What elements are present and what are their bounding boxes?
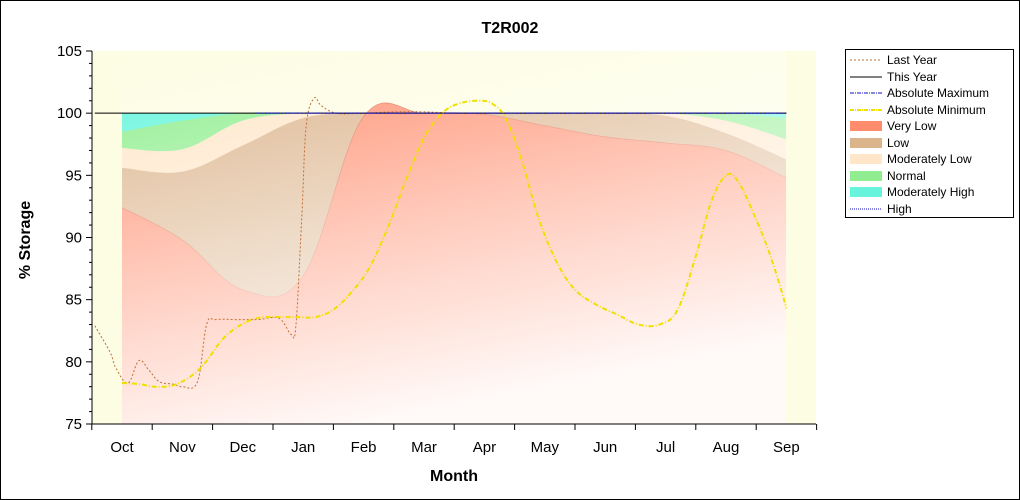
legend-label: Low xyxy=(887,135,910,150)
legend-label: Absolute Minimum xyxy=(887,102,986,117)
x-tick-label: Jul xyxy=(656,439,675,456)
y-tick-label: 100 xyxy=(57,105,82,122)
x-tick-label: Aug xyxy=(713,439,740,456)
series-absolute-minimum xyxy=(121,99,788,388)
legend-swatch xyxy=(850,170,882,181)
legend-swatch xyxy=(850,92,882,94)
x-tick-label: Oct xyxy=(110,439,134,456)
x-tick-label: Apr xyxy=(473,439,496,456)
legend-item: This Year xyxy=(846,69,1013,85)
legend-label: Absolute Maximum xyxy=(887,86,990,100)
fade-overlay xyxy=(122,51,786,424)
legend-swatch xyxy=(850,108,882,111)
x-tick-label: Jan xyxy=(291,439,315,456)
legend-label: This Year xyxy=(887,69,938,84)
legend-label: High xyxy=(887,201,912,216)
y-tick-label: 80 xyxy=(65,354,82,371)
legend-item: Moderately Low xyxy=(846,151,1013,167)
legend-swatch xyxy=(850,187,882,197)
x-tick-label: Feb xyxy=(351,439,377,456)
legend-label: Last Year xyxy=(887,53,938,67)
legend-swatch xyxy=(850,76,882,77)
x-tick-label: Dec xyxy=(229,439,256,456)
legend-swatch xyxy=(850,154,882,164)
legend-swatch xyxy=(850,59,882,61)
legend-swatch xyxy=(850,121,882,131)
x-tick-label: Sep xyxy=(773,439,800,456)
legend-item: Normal xyxy=(846,168,1013,184)
legend: Last Year This Year Absolute Maximum Absolu… xyxy=(845,49,1014,218)
legend-label: Very Low xyxy=(887,119,937,133)
x-tick-label: Mar xyxy=(411,439,437,456)
y-axis-title: % Storage xyxy=(17,201,34,279)
y-tick-label: 95 xyxy=(65,167,82,184)
legend-item: Moderately High xyxy=(846,184,1013,200)
x-axis-title: Month xyxy=(430,468,478,485)
legend-label: Moderately Low xyxy=(887,152,972,166)
x-tick-label: Jun xyxy=(593,439,617,456)
x-tick-label: May xyxy=(531,439,560,456)
legend-item: Absolute Maximum xyxy=(846,85,1013,101)
legend-label: Normal xyxy=(887,168,926,183)
y-tick-label: 105 xyxy=(57,43,82,60)
legend-swatch xyxy=(850,208,882,209)
legend-swatch xyxy=(850,137,882,148)
legend-item: Low xyxy=(846,135,1013,151)
legend-item: High xyxy=(846,201,1013,217)
series-lines xyxy=(94,96,788,389)
legend-item: Very Low xyxy=(846,118,1013,134)
legend-label: Moderately High xyxy=(887,185,975,199)
y-tick-label: 90 xyxy=(65,230,82,247)
y-tick-label: 85 xyxy=(65,292,82,309)
legend-item: Absolute Minimum xyxy=(846,102,1013,118)
y-tick-label: 75 xyxy=(65,416,82,433)
x-tick-label: Nov xyxy=(169,439,196,456)
legend-item: Last Year xyxy=(846,52,1013,68)
chart-title: T2R002 xyxy=(482,20,539,37)
axes: 75 80 85 90 95 100 105 Oct Nov Dec Jan Feb Mar Apr May… xyxy=(57,43,818,456)
